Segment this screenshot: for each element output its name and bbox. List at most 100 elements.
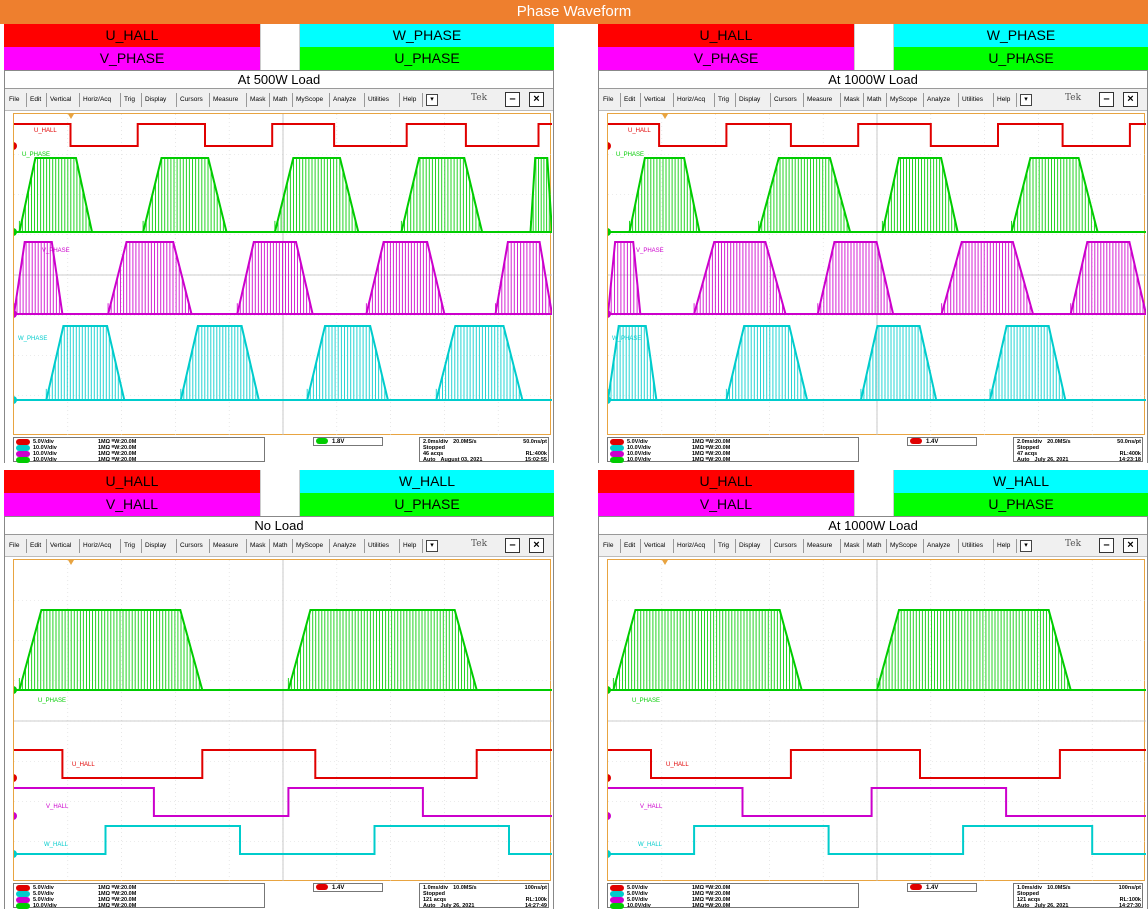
menu-item[interactable]: Trig — [122, 539, 142, 553]
channel-row[interactable]: 10.0V/div 1MΩ ᴮW:20.0M — [16, 903, 262, 909]
menu-item[interactable]: Edit — [622, 93, 641, 107]
menu-item[interactable]: Trig — [716, 93, 736, 107]
menu-item[interactable]: Help — [401, 539, 423, 553]
minimize-icon[interactable]: – — [1099, 538, 1114, 553]
timebase-div: 2.0ms/div — [423, 439, 449, 445]
timebase-settings[interactable]: 2.0ms/div 20.0MS/s 50.0ns/pt Stopped 47 acqs… — [1013, 437, 1143, 463]
channel-row[interactable]: 5.0V/div 1MΩ ᴮW:20.0M — [16, 891, 262, 897]
menu-item[interactable]: Analyze — [925, 539, 959, 553]
menu-item[interactable]: Mask — [248, 539, 270, 553]
menu-item[interactable]: Math — [865, 93, 887, 107]
menu-item[interactable]: Cursors — [772, 93, 804, 107]
trigger-settings[interactable]: 1.4V — [907, 883, 977, 892]
menu-item[interactable]: Measure — [211, 93, 247, 107]
channel-row[interactable]: 10.0V/div 1MΩ ᴮW:20.0M — [16, 445, 262, 451]
channel-row[interactable]: 10.0V/div 1MΩ ᴮW:20.0M — [610, 903, 856, 909]
channel-row[interactable]: 5.0V/div 1MΩ ᴮW:20.0M — [16, 897, 262, 903]
menu-item[interactable]: Horiz/Acq — [81, 539, 121, 553]
menu-item[interactable]: Mask — [842, 539, 864, 553]
channel-row[interactable]: 10.0V/div 1MΩ ᴮW:20.0M — [610, 457, 856, 463]
menu-item[interactable]: Measure — [211, 539, 247, 553]
channel-row[interactable]: 5.0V/div 1MΩ ᴮW:20.0M — [610, 885, 856, 891]
channel-row[interactable]: 10.0V/div 1MΩ ᴮW:20.0M — [610, 451, 856, 457]
menu-item[interactable]: Horiz/Acq — [81, 93, 121, 107]
menu-item[interactable]: File — [601, 93, 621, 107]
menu-item[interactable]: Utilities — [960, 539, 994, 553]
trigger-settings[interactable]: 1.4V — [907, 437, 977, 446]
menu-item[interactable]: Vertical — [48, 539, 80, 553]
channel-row[interactable]: 5.0V/div 1MΩ ᴮW:20.0M — [610, 439, 856, 445]
menu-item[interactable]: Utilities — [366, 539, 400, 553]
channel-row[interactable]: 10.0V/div 1MΩ ᴮW:20.0M — [610, 445, 856, 451]
channel-row[interactable]: 10.0V/div 1MΩ ᴮW:20.0M — [16, 457, 262, 463]
timebase-mode: Auto — [1017, 903, 1030, 909]
channel-marker — [608, 142, 611, 150]
menu-item[interactable]: MyScope — [888, 539, 924, 553]
menu-item[interactable]: Analyze — [925, 93, 959, 107]
timebase-settings[interactable]: 2.0ms/div 20.0MS/s 50.0ns/pt Stopped 46 acqs… — [419, 437, 549, 463]
menu-item[interactable]: MyScope — [888, 93, 924, 107]
menu-item[interactable]: Cursors — [772, 539, 804, 553]
close-icon[interactable]: × — [529, 92, 544, 107]
minimize-icon[interactable]: – — [1099, 92, 1114, 107]
channel-row[interactable]: 5.0V/div 1MΩ ᴮW:20.0M — [16, 439, 262, 445]
trigger-settings[interactable]: 1.4V — [313, 883, 383, 892]
menu-dropdown-icon[interactable]: ▾ — [1020, 540, 1032, 552]
menu-item[interactable]: Edit — [28, 539, 47, 553]
channel-impedance: 1MΩ ᴮW:20.0M — [692, 457, 731, 463]
menu-item[interactable]: Measure — [805, 539, 841, 553]
menu-item[interactable]: Vertical — [48, 93, 80, 107]
menu-item[interactable]: Help — [995, 539, 1017, 553]
menu-item[interactable]: MyScope — [294, 539, 330, 553]
menu-item[interactable]: Cursors — [178, 93, 210, 107]
menu-item[interactable]: File — [7, 539, 27, 553]
menu-item[interactable]: Utilities — [366, 93, 400, 107]
menu-item[interactable]: Help — [995, 93, 1017, 107]
menu-item[interactable]: Math — [865, 539, 887, 553]
menu-item[interactable]: Horiz/Acq — [675, 539, 715, 553]
timebase-settings[interactable]: 1.0ms/div 10.0MS/s 100ns/pt Stopped 121 acqs… — [419, 883, 549, 909]
menu-item[interactable]: Trig — [716, 539, 736, 553]
menu-item[interactable]: Math — [271, 539, 293, 553]
trigger-settings[interactable]: 1.8V — [313, 437, 383, 446]
timebase-rl: RL:100k — [525, 897, 547, 903]
menu-item[interactable]: Edit — [622, 539, 641, 553]
menu-item[interactable]: Vertical — [642, 93, 674, 107]
menu-item[interactable]: Display — [737, 93, 771, 107]
minimize-icon[interactable]: – — [505, 538, 520, 553]
menu-dropdown-icon[interactable]: ▾ — [426, 540, 438, 552]
close-icon[interactable]: × — [529, 538, 544, 553]
menu-item[interactable]: Analyze — [331, 93, 365, 107]
menu-item[interactable]: Cursors — [178, 539, 210, 553]
menu-dropdown-icon[interactable]: ▾ — [1020, 94, 1032, 106]
scope-panel: No Load File Edit Vertical Horiz/Acq Trig Disp… — [4, 516, 554, 909]
menu-item[interactable]: Help — [401, 93, 423, 107]
close-icon[interactable]: × — [1123, 538, 1138, 553]
menu-item[interactable]: Math — [271, 93, 293, 107]
channel-row[interactable]: 5.0V/div 1MΩ ᴮW:20.0M — [610, 897, 856, 903]
menu-item[interactable]: Edit — [28, 93, 47, 107]
menu-item[interactable]: Mask — [248, 93, 270, 107]
channel-row[interactable]: 5.0V/div 1MΩ ᴮW:20.0M — [610, 891, 856, 897]
timebase-settings[interactable]: 1.0ms/div 10.0MS/s 100ns/pt Stopped 121 acqs… — [1013, 883, 1143, 909]
channel-row[interactable]: 5.0V/div 1MΩ ᴮW:20.0M — [16, 885, 262, 891]
menu-item[interactable]: Display — [737, 539, 771, 553]
menu-item[interactable]: Vertical — [642, 539, 674, 553]
legend-label: V_PHASE — [4, 47, 260, 70]
menu-item[interactable]: File — [7, 93, 27, 107]
menu-item[interactable]: MyScope — [294, 93, 330, 107]
close-icon[interactable]: × — [1123, 92, 1138, 107]
menu-item[interactable]: Analyze — [331, 539, 365, 553]
menu-item[interactable]: Trig — [122, 93, 142, 107]
channel-pill-icon — [16, 891, 30, 897]
menu-item[interactable]: Utilities — [960, 93, 994, 107]
menu-item[interactable]: Display — [143, 93, 177, 107]
menu-item[interactable]: Measure — [805, 93, 841, 107]
menu-item[interactable]: Mask — [842, 93, 864, 107]
channel-row[interactable]: 10.0V/div 1MΩ ᴮW:20.0M — [16, 451, 262, 457]
menu-item[interactable]: Horiz/Acq — [675, 93, 715, 107]
menu-item[interactable]: Display — [143, 539, 177, 553]
menu-item[interactable]: File — [601, 539, 621, 553]
minimize-icon[interactable]: – — [505, 92, 520, 107]
menu-dropdown-icon[interactable]: ▾ — [426, 94, 438, 106]
